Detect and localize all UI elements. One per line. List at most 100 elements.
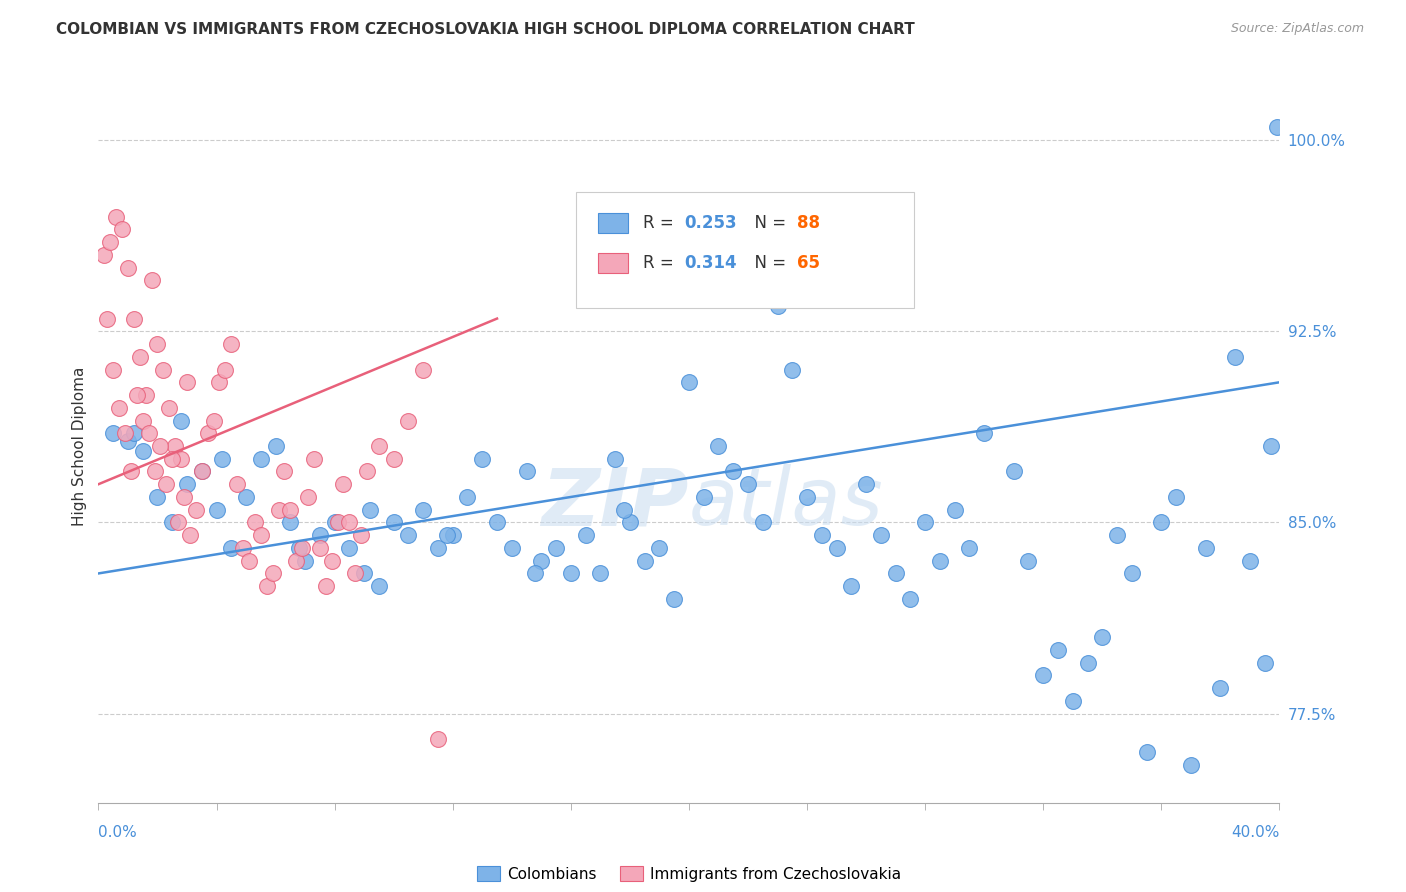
Point <box>1150 516 1173 530</box>
Point <box>441 528 464 542</box>
Point <box>546 541 568 555</box>
Point <box>664 591 686 606</box>
Point <box>167 516 190 530</box>
Point <box>288 541 311 555</box>
Point <box>427 541 450 555</box>
Point <box>436 528 458 542</box>
Point <box>1239 554 1261 568</box>
Point <box>262 566 284 581</box>
Text: 0.253: 0.253 <box>685 214 737 232</box>
Point <box>297 490 319 504</box>
Point <box>368 439 391 453</box>
Point <box>132 444 155 458</box>
Point <box>120 465 142 479</box>
Point <box>170 413 193 427</box>
Point <box>516 465 538 479</box>
Point <box>574 528 596 542</box>
Point <box>869 528 891 542</box>
Point <box>1105 528 1128 542</box>
Point <box>103 362 125 376</box>
Point <box>1260 439 1282 453</box>
Point <box>326 516 349 530</box>
Point <box>108 401 131 415</box>
Point <box>214 362 236 376</box>
Text: 0.314: 0.314 <box>685 254 737 272</box>
Point <box>111 222 134 236</box>
Point <box>98 235 121 249</box>
Point <box>291 541 314 555</box>
Point <box>141 273 163 287</box>
Point <box>973 426 995 441</box>
Point <box>884 566 907 581</box>
Point <box>796 490 818 504</box>
Point <box>368 579 391 593</box>
Text: R =: R = <box>643 254 679 272</box>
Point <box>1017 554 1039 568</box>
Text: 0.0%: 0.0% <box>98 825 138 840</box>
Point <box>693 490 716 504</box>
Point <box>152 362 174 376</box>
Point <box>1180 757 1202 772</box>
Point <box>839 579 862 593</box>
Point <box>162 451 183 466</box>
Point <box>766 299 789 313</box>
Point <box>173 490 195 504</box>
Point <box>356 465 378 479</box>
Point <box>560 566 582 581</box>
Point <box>232 541 254 555</box>
Text: 40.0%: 40.0% <box>1232 825 1279 840</box>
Point <box>117 434 139 448</box>
Point <box>256 579 278 593</box>
Point <box>149 439 172 453</box>
Point <box>396 413 419 427</box>
Point <box>605 451 627 466</box>
Point <box>943 502 966 516</box>
Point <box>294 554 316 568</box>
Point <box>135 388 157 402</box>
Point <box>1195 541 1218 555</box>
Point <box>723 465 745 479</box>
Point <box>125 388 148 402</box>
Point <box>238 554 260 568</box>
Point <box>353 566 375 581</box>
Point <box>267 502 290 516</box>
Point <box>309 528 332 542</box>
Point <box>205 502 228 516</box>
Point <box>105 210 128 224</box>
Point <box>250 528 273 542</box>
Point <box>825 541 848 555</box>
Point <box>170 451 193 466</box>
Point <box>103 426 125 441</box>
Point <box>211 451 233 466</box>
Text: 88: 88 <box>797 214 820 232</box>
Point <box>208 376 231 390</box>
Point <box>501 541 523 555</box>
Point <box>278 502 302 516</box>
Point <box>332 477 354 491</box>
Point <box>382 451 405 466</box>
Point <box>1046 643 1069 657</box>
Point <box>132 413 155 427</box>
Point <box>427 732 450 747</box>
Point <box>359 502 381 516</box>
Point <box>486 516 509 530</box>
Point <box>302 451 325 466</box>
Point <box>782 362 804 376</box>
Point <box>855 477 877 491</box>
Point <box>162 516 183 530</box>
Point <box>914 516 936 530</box>
Point <box>184 502 207 516</box>
Point <box>323 516 346 530</box>
Point <box>321 554 343 568</box>
Point <box>344 566 367 581</box>
Point <box>143 465 166 479</box>
Point <box>191 465 214 479</box>
Point <box>678 376 700 390</box>
Point <box>93 248 115 262</box>
Point <box>191 465 214 479</box>
Text: N =: N = <box>744 254 792 272</box>
Point <box>250 451 273 466</box>
Point <box>315 579 337 593</box>
Point <box>959 541 981 555</box>
Point <box>146 337 169 351</box>
